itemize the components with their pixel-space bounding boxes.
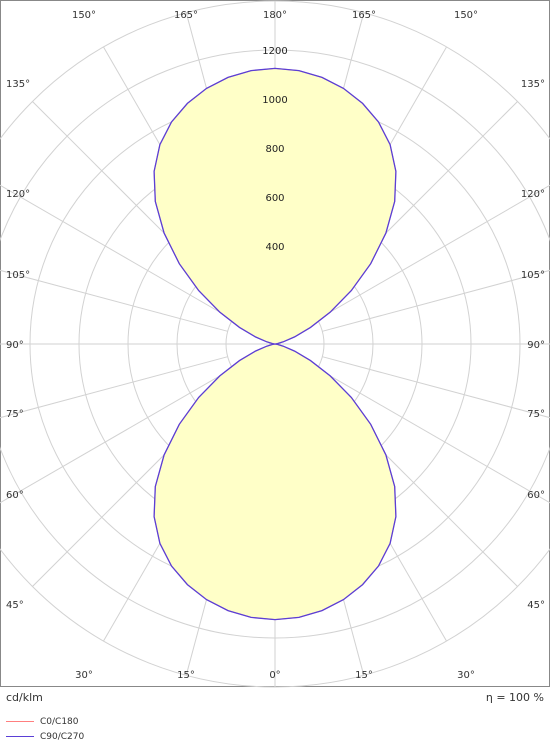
legend-label-c90-c270: C90/C270	[40, 731, 85, 742]
grid-spoke	[0, 184, 233, 320]
angle-label-bottom: 15°	[177, 670, 195, 681]
grid-spoke	[317, 184, 550, 320]
angle-label-left: 60°	[6, 490, 24, 501]
legend-swatch-c90-c270	[6, 736, 34, 737]
angle-label-left: 120°	[6, 189, 30, 200]
grid-spoke	[322, 269, 550, 332]
angle-label-left: 45°	[6, 600, 24, 611]
radial-tick-label: 400	[265, 242, 284, 253]
grid-spoke	[322, 356, 550, 419]
legend-label-c0-c180: C0/C180	[40, 716, 79, 727]
grid-spoke	[0, 368, 233, 504]
angle-label-right: 135°	[521, 79, 545, 90]
radial-tick-label: 1200	[262, 46, 287, 57]
angle-label-bottom: 15°	[355, 670, 373, 681]
angle-label-top: 150°	[454, 10, 478, 21]
series-curve-c90-c270	[153, 67, 397, 621]
grid-spoke	[0, 269, 228, 332]
grid-spoke	[0, 356, 228, 419]
legend-item-c90-c270: C90/C270	[6, 730, 84, 743]
polar-chart: 400 600 800 1000 1200 150° 165° 180° 165° 150° 30°…	[0, 0, 550, 688]
legend-item-c0-c180: C0/C180	[6, 715, 79, 728]
radial-tick-label: 1000	[262, 95, 287, 106]
radial-tick-label: 800	[265, 144, 284, 155]
angle-label-left: 75°	[6, 409, 24, 420]
angle-label-right: 120°	[521, 189, 545, 200]
polar-labels: 400 600 800 1000 1200 150° 165° 180° 165° 150° 30°…	[6, 10, 545, 681]
angle-label-right: 105°	[521, 270, 545, 281]
angle-label-left: 105°	[6, 270, 30, 281]
angle-label-bottom: 30°	[457, 670, 475, 681]
angle-label-right: 45°	[527, 600, 545, 611]
angle-label-top: 165°	[352, 10, 376, 21]
efficiency-label: η = 100 %	[485, 691, 544, 704]
legend-swatch-c0-c180	[6, 721, 34, 722]
light-distribution-curves	[153, 67, 397, 621]
angle-label-top: 150°	[72, 10, 96, 21]
radial-tick-label: 600	[265, 193, 284, 204]
angle-label-top: 180°	[263, 10, 287, 21]
angle-label-left: 90°	[6, 340, 24, 351]
angle-label-right: 90°	[527, 340, 545, 351]
grid-spoke	[317, 368, 550, 504]
angle-label-bottom: 0°	[269, 670, 280, 681]
angle-label-bottom: 30°	[75, 670, 93, 681]
angle-label-right: 75°	[527, 409, 545, 420]
unit-label: cd/klm	[6, 691, 43, 704]
angle-label-left: 135°	[6, 79, 30, 90]
angle-label-right: 60°	[527, 490, 545, 501]
angle-label-top: 165°	[174, 10, 198, 21]
